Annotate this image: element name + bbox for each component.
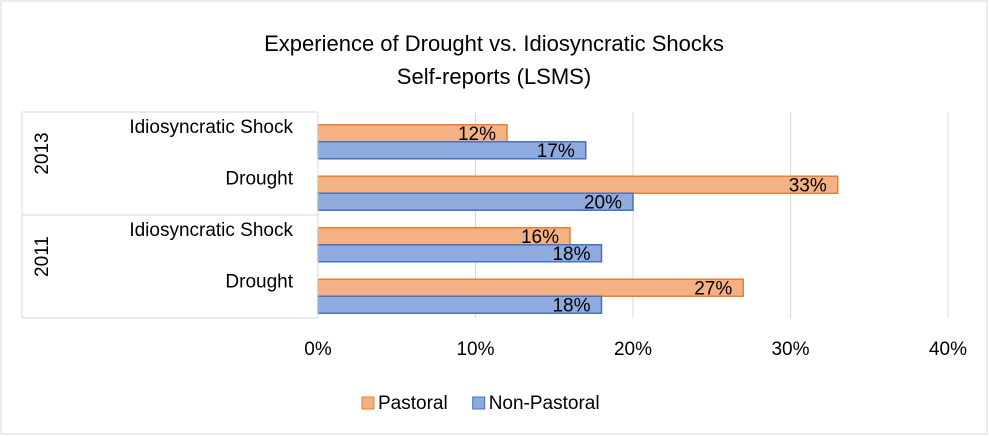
x-tick-label: 10%: [456, 339, 494, 360]
chart-title: Self-reports (LSMS): [397, 64, 591, 89]
data-label: 18%: [552, 244, 590, 265]
group-label: 2013: [32, 132, 53, 174]
x-tick-label: 40%: [929, 339, 967, 360]
legend-swatch: [472, 396, 486, 410]
bar: [317, 175, 839, 194]
category-label: Idiosyncratic Shock: [129, 220, 293, 241]
category-label: Drought: [225, 168, 293, 189]
data-label: 18%: [552, 295, 590, 316]
data-label: 20%: [584, 192, 622, 213]
bar: [317, 278, 744, 297]
data-label: 17%: [537, 141, 575, 162]
category-label: Drought: [225, 271, 293, 292]
x-tick-label: 0%: [304, 339, 332, 360]
legend-swatch: [361, 396, 375, 410]
x-tick-label: 20%: [614, 339, 652, 360]
data-label: 16%: [521, 227, 559, 248]
category-label: Idiosyncratic Shock: [129, 117, 293, 138]
legend-label: Non-Pastoral: [489, 393, 600, 414]
group-label: 2011: [32, 236, 53, 277]
data-label: 12%: [458, 124, 496, 145]
legend-label: Pastoral: [378, 393, 448, 414]
chart-title: Experience of Drought vs. Idiosyncratic …: [264, 31, 724, 56]
data-label: 33%: [789, 175, 827, 196]
x-tick-label: 30%: [771, 339, 809, 360]
data-label: 27%: [694, 278, 732, 299]
